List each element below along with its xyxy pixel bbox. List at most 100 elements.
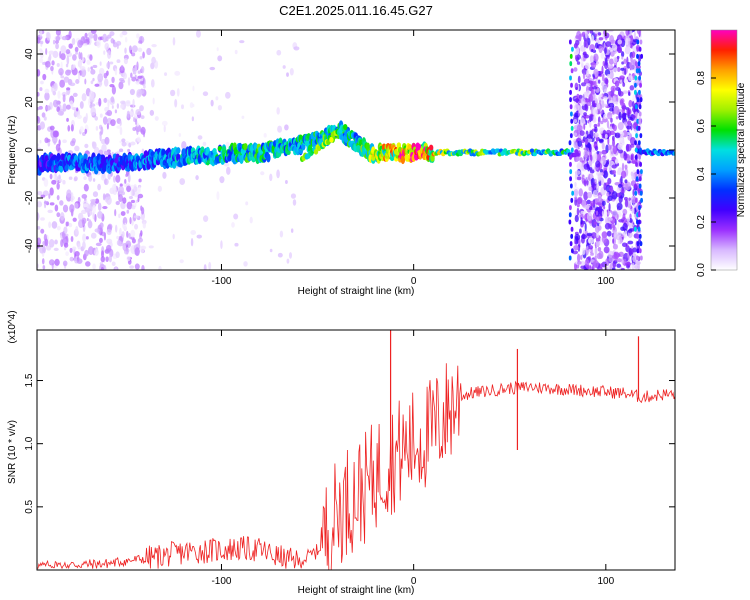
spectrogram-noise-mark — [599, 168, 604, 173]
spectrogram-noise-mark — [624, 199, 629, 208]
spectrogram-noise-mark — [56, 194, 60, 201]
spectrogram-noise-mark — [122, 197, 127, 204]
spectrogram-noise-mark — [593, 221, 598, 225]
spectrogram-noise-mark — [82, 43, 88, 47]
spectrogram-noise-mark — [69, 247, 73, 253]
spectrogram-noise-mark — [151, 56, 156, 64]
spectrogram-noise-mark — [37, 107, 41, 111]
spectrogram-noise-mark — [42, 190, 49, 197]
spectrogram-noise-mark — [58, 68, 64, 76]
spectrogram-noise-mark — [106, 62, 111, 69]
spectrogram-noise-mark — [601, 149, 608, 155]
spectrogram-noise-mark — [573, 103, 580, 111]
spectrogram-noise-mark — [624, 46, 631, 55]
spectrogram-noise-mark — [576, 207, 580, 216]
spectrogram-noise-mark — [86, 59, 91, 65]
spectrogram-x-tick-label: -100 — [211, 276, 231, 287]
spectrogram-noise-mark — [290, 193, 297, 199]
spectrogram-noise-mark — [47, 209, 53, 214]
spectrogram-noise-mark — [601, 100, 605, 109]
spectrogram-noise-mark — [181, 140, 187, 150]
spectrogram-noise-mark — [617, 258, 622, 263]
spectrogram-noise-mark — [137, 47, 143, 53]
spectrogram-noise-mark — [241, 115, 245, 119]
spectrogram-noise-mark — [606, 230, 612, 237]
spectrogram-noise-mark — [66, 189, 72, 198]
spectrogram-noise-mark — [76, 107, 79, 112]
chart-title: C2E1.2025.011.16.45.G27 — [279, 3, 433, 18]
spectrogram-noise-mark — [54, 258, 60, 266]
spectrogram-noise-mark — [606, 74, 611, 78]
spectrogram-noise-mark — [583, 163, 590, 170]
spectrogram-noise-mark — [223, 162, 230, 167]
spectrogram-noise-mark — [109, 61, 114, 65]
spectrogram-noise-mark — [55, 143, 61, 152]
spectrogram-noise-mark — [616, 231, 622, 237]
spectrogram-noise-mark — [82, 241, 86, 250]
spectrogram-noise-mark — [85, 37, 90, 42]
spectrogram-noise-mark — [99, 132, 102, 142]
spectrogram-noise-mark — [608, 102, 615, 108]
spectrogram-noise-mark — [119, 120, 122, 126]
spectrogram-noise-mark — [48, 193, 51, 199]
spectrogram-noise-mark — [203, 215, 209, 222]
spectrogram-noise-mark — [603, 96, 608, 101]
spectrogram-noise-mark — [583, 112, 587, 116]
spectrogram-noise-mark — [39, 87, 43, 91]
spectrogram-noise-mark — [583, 147, 590, 151]
spectrogram-noise-mark — [593, 80, 597, 88]
spectrogram-noise-mark — [45, 60, 51, 68]
spectrogram-noise-mark — [98, 67, 105, 76]
spectrogram-noise-mark — [574, 214, 579, 223]
spectrogram-noise-mark — [573, 188, 579, 197]
spectrogram-noise-mark — [90, 106, 96, 116]
spectrogram-streak-mark — [634, 147, 638, 153]
spectrogram-noise-mark — [176, 87, 180, 97]
spectrogram-noise-mark — [136, 128, 139, 135]
spectrogram-noise-mark — [54, 204, 59, 212]
spectrogram-streak-mark — [638, 89, 641, 95]
spectrogram-noise-mark — [52, 130, 59, 138]
spectrogram-noise-mark — [119, 126, 123, 136]
spectrogram-noise-mark — [623, 183, 629, 190]
snr-marks — [37, 330, 675, 570]
spectrogram-noise-mark — [136, 136, 141, 143]
spectrogram-noise-mark — [622, 222, 628, 232]
spectrogram-noise-mark — [76, 114, 82, 119]
spectrogram-noise-mark — [276, 107, 280, 115]
spectrogram-noise-mark — [591, 142, 595, 149]
spectrogram-noise-mark — [583, 78, 590, 84]
spectrogram-noise-mark — [126, 201, 133, 210]
spectrogram-noise-mark — [90, 80, 94, 85]
spectrogram-streak-mark — [639, 82, 642, 88]
spectrogram-noise-mark — [588, 206, 593, 211]
spectrogram-noise-mark — [578, 94, 583, 100]
spectrogram-noise-mark — [172, 37, 176, 46]
spectrogram-noise-mark — [597, 173, 602, 182]
spectrogram-noise-mark — [150, 62, 155, 70]
spectrogram-noise-mark — [60, 52, 66, 61]
spectrogram-noise-mark — [632, 94, 636, 101]
spectrogram-streak-mark — [569, 169, 573, 175]
spectrogram-noise-mark — [126, 185, 132, 193]
spectrogram-noise-mark — [77, 72, 81, 81]
spectrogram-noise-mark — [126, 110, 130, 119]
spectrogram-noise-mark — [99, 113, 103, 118]
spectrogram-streak-mark — [570, 68, 574, 74]
spectrogram-noise-mark — [95, 125, 99, 131]
spectrogram-noise-mark — [72, 92, 78, 98]
spectrogram-noise-mark — [68, 176, 73, 180]
spectrogram-streak-mark — [639, 255, 643, 261]
spectrogram-noise-mark — [92, 263, 96, 270]
spectrogram-noise-mark — [621, 162, 625, 172]
spectrogram-noise-mark — [140, 205, 143, 211]
spectrogram-noise-mark — [632, 247, 638, 253]
spectrogram-streak-mark — [571, 46, 574, 52]
spectrogram-noise-mark — [592, 107, 598, 117]
spectrogram-noise-mark — [612, 138, 616, 147]
spectrogram-noise-mark — [192, 85, 195, 92]
spectrogram-noise-mark — [83, 183, 89, 192]
spectrogram-noise-mark — [610, 39, 616, 44]
spectrogram-streak-mark — [570, 233, 574, 239]
spectrogram-noise-mark — [612, 169, 617, 175]
